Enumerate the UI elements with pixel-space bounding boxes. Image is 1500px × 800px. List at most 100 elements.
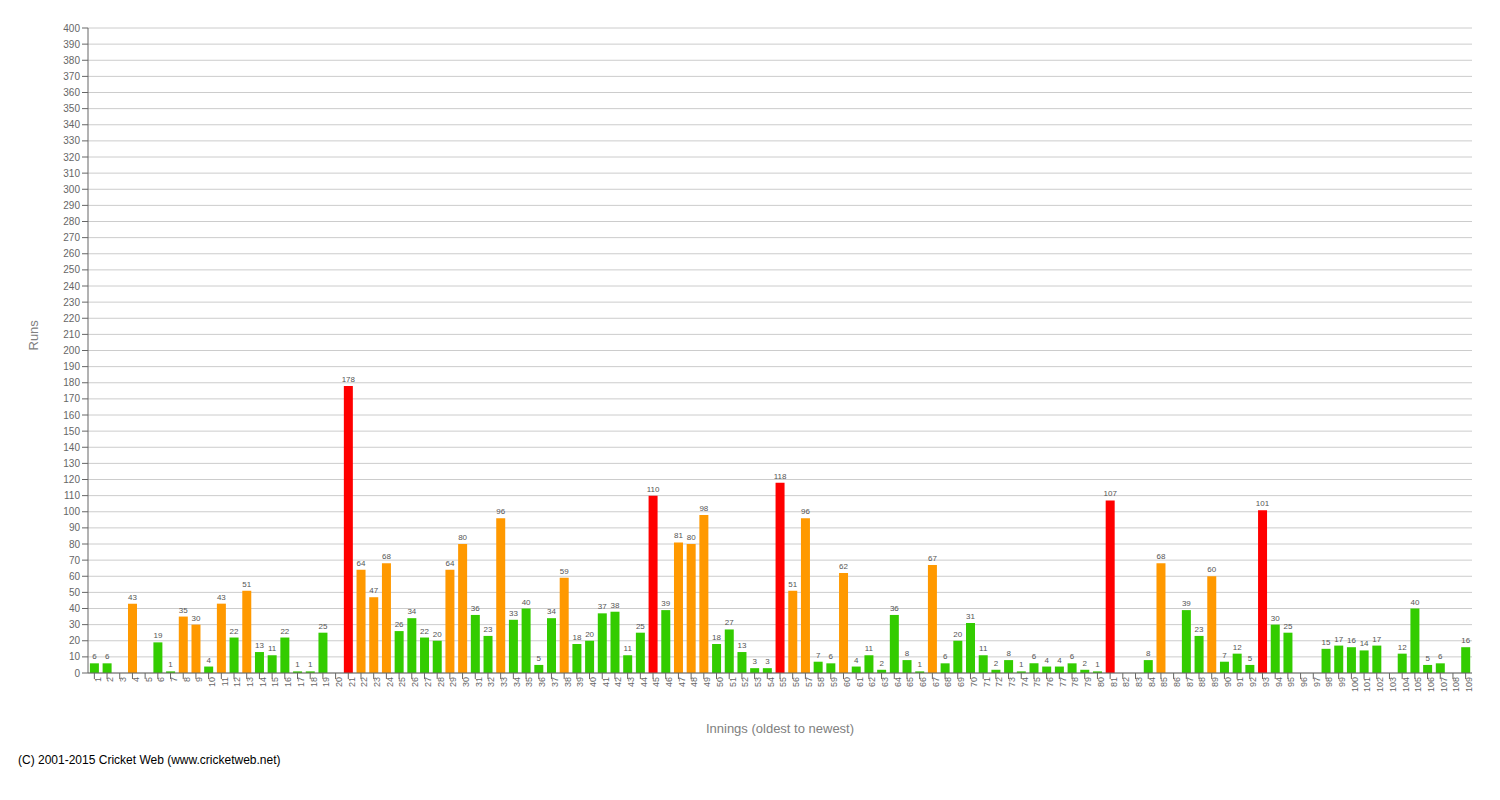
- svg-text:290: 290: [63, 200, 80, 211]
- svg-text:68: 68: [943, 677, 953, 687]
- svg-text:100: 100: [1350, 677, 1360, 692]
- svg-text:3: 3: [118, 677, 128, 682]
- svg-text:390: 390: [63, 39, 80, 50]
- svg-text:380: 380: [63, 55, 80, 66]
- svg-text:20: 20: [433, 630, 442, 639]
- svg-text:31: 31: [966, 612, 975, 621]
- svg-text:81: 81: [674, 531, 683, 540]
- svg-text:14: 14: [258, 677, 268, 687]
- svg-text:87: 87: [1185, 677, 1195, 687]
- svg-text:13: 13: [245, 677, 255, 687]
- svg-text:11: 11: [865, 644, 874, 653]
- svg-text:91: 91: [1235, 677, 1245, 687]
- svg-text:43: 43: [217, 593, 226, 602]
- svg-text:7: 7: [169, 677, 179, 682]
- svg-text:2: 2: [879, 659, 884, 668]
- svg-text:24: 24: [385, 677, 395, 687]
- svg-text:Runs: Runs: [26, 320, 41, 351]
- svg-text:20: 20: [953, 630, 962, 639]
- svg-text:14: 14: [1360, 639, 1369, 648]
- svg-text:90: 90: [1223, 677, 1233, 687]
- svg-text:370: 370: [63, 71, 80, 82]
- svg-text:1: 1: [917, 660, 922, 669]
- svg-text:18: 18: [712, 633, 721, 642]
- svg-text:50: 50: [69, 587, 81, 598]
- svg-text:93: 93: [1261, 677, 1271, 687]
- svg-text:23: 23: [372, 677, 382, 687]
- svg-text:23: 23: [1195, 625, 1204, 634]
- svg-text:20: 20: [585, 630, 594, 639]
- svg-text:78: 78: [1070, 677, 1080, 687]
- svg-text:6: 6: [105, 652, 110, 661]
- svg-text:260: 260: [63, 248, 80, 259]
- svg-text:92: 92: [1248, 677, 1258, 687]
- svg-text:6: 6: [829, 652, 834, 661]
- svg-text:55: 55: [778, 677, 788, 687]
- svg-text:110: 110: [64, 490, 80, 501]
- svg-text:4: 4: [1044, 656, 1049, 665]
- svg-text:32: 32: [486, 677, 496, 687]
- svg-text:8: 8: [182, 677, 192, 682]
- svg-text:80: 80: [1096, 677, 1106, 687]
- svg-text:110: 110: [647, 485, 660, 494]
- svg-text:36: 36: [471, 604, 480, 613]
- svg-text:40: 40: [588, 677, 598, 687]
- svg-text:58: 58: [816, 677, 826, 687]
- svg-text:79: 79: [1083, 677, 1093, 687]
- svg-text:3: 3: [765, 657, 770, 666]
- svg-text:38: 38: [611, 601, 620, 610]
- svg-text:200: 200: [63, 345, 80, 356]
- svg-text:30: 30: [461, 677, 471, 687]
- svg-text:6: 6: [1032, 652, 1037, 661]
- svg-text:33: 33: [499, 677, 509, 687]
- svg-text:6: 6: [943, 652, 948, 661]
- svg-text:22: 22: [280, 627, 289, 636]
- svg-text:80: 80: [69, 539, 81, 550]
- svg-text:4: 4: [1057, 656, 1062, 665]
- svg-text:37: 37: [598, 602, 607, 611]
- svg-text:51: 51: [728, 677, 738, 687]
- svg-text:170: 170: [63, 393, 80, 404]
- svg-text:61: 61: [855, 677, 865, 687]
- svg-text:60: 60: [69, 571, 81, 582]
- svg-text:23: 23: [484, 625, 493, 634]
- svg-text:48: 48: [690, 677, 700, 687]
- svg-text:17: 17: [1372, 635, 1381, 644]
- svg-text:35: 35: [179, 606, 188, 615]
- svg-text:77: 77: [1058, 677, 1068, 687]
- svg-text:330: 330: [63, 135, 80, 146]
- svg-text:39: 39: [1182, 599, 1191, 608]
- svg-text:98: 98: [699, 504, 708, 513]
- svg-text:60: 60: [1207, 565, 1216, 574]
- svg-text:18: 18: [309, 677, 319, 687]
- svg-text:25: 25: [397, 677, 407, 687]
- svg-text:180: 180: [63, 377, 80, 388]
- svg-text:80: 80: [687, 533, 696, 542]
- svg-text:6: 6: [1070, 652, 1075, 661]
- svg-text:15: 15: [271, 677, 281, 687]
- svg-text:95: 95: [1286, 677, 1296, 687]
- svg-text:7: 7: [816, 651, 821, 660]
- svg-text:118: 118: [774, 472, 787, 481]
- svg-text:15: 15: [1322, 638, 1331, 647]
- svg-text:1: 1: [1019, 660, 1024, 669]
- svg-text:11: 11: [220, 677, 230, 686]
- svg-text:22: 22: [230, 627, 239, 636]
- svg-text:35: 35: [524, 677, 534, 687]
- svg-text:57: 57: [804, 677, 814, 687]
- svg-text:97: 97: [1312, 677, 1322, 687]
- svg-text:60: 60: [842, 677, 852, 687]
- svg-text:72: 72: [994, 677, 1004, 687]
- svg-text:13: 13: [255, 641, 264, 650]
- svg-text:30: 30: [1271, 614, 1280, 623]
- svg-text:130: 130: [63, 458, 80, 469]
- svg-text:220: 220: [63, 313, 80, 324]
- svg-text:36: 36: [537, 677, 547, 687]
- svg-text:70: 70: [69, 555, 81, 566]
- svg-text:62: 62: [867, 677, 877, 687]
- svg-text:320: 320: [63, 152, 80, 163]
- svg-text:64: 64: [445, 559, 454, 568]
- svg-text:62: 62: [839, 562, 848, 571]
- svg-text:54: 54: [766, 677, 776, 687]
- svg-text:66: 66: [918, 677, 928, 687]
